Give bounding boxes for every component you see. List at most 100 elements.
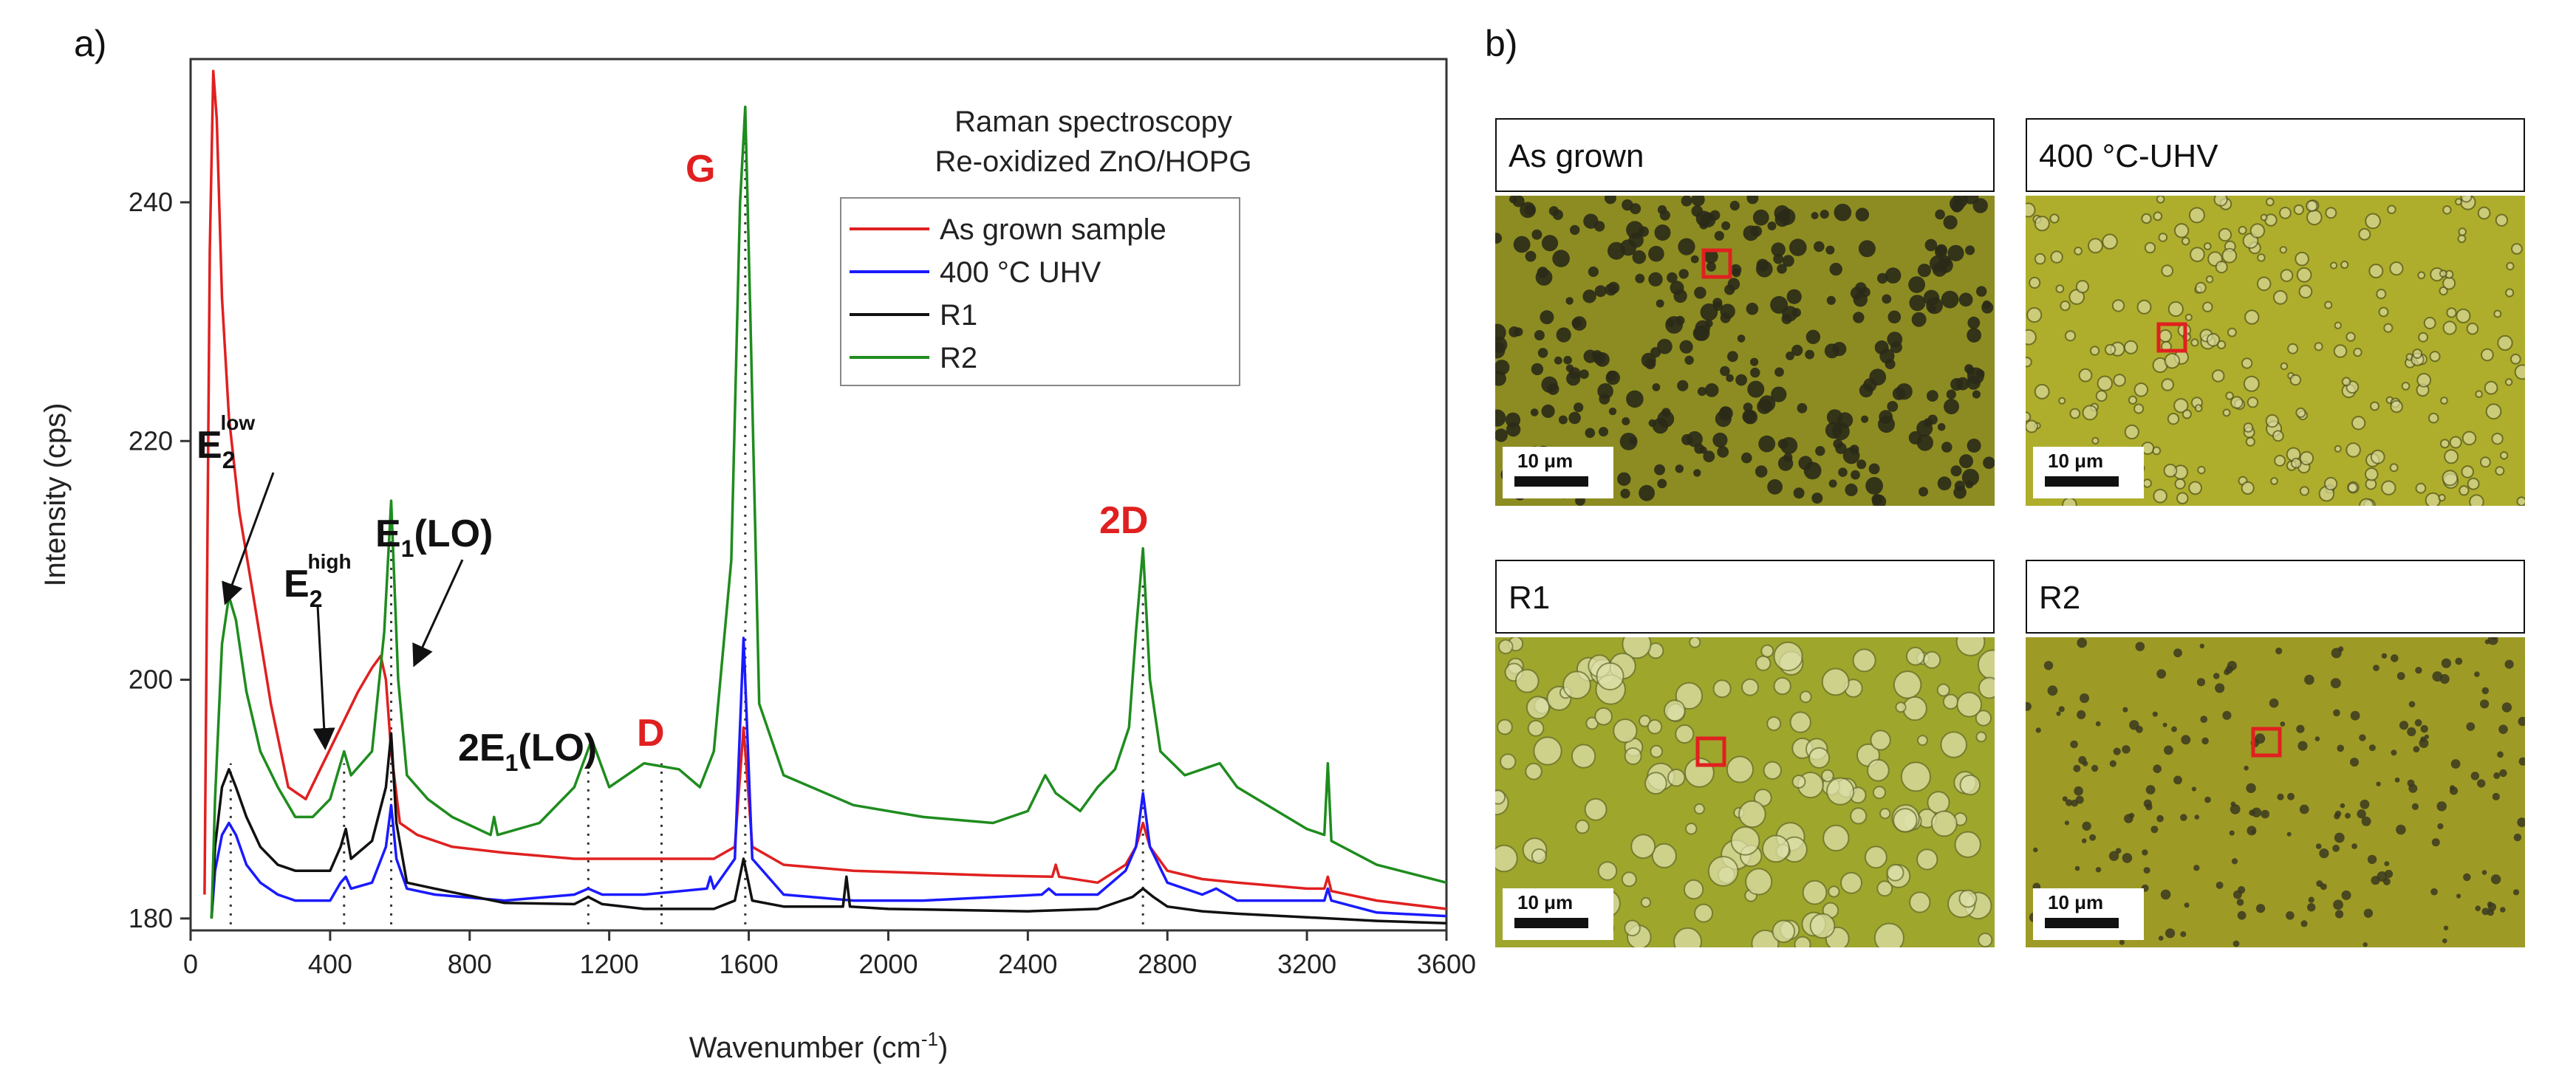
island [2180,814,2187,821]
island [2330,678,2341,689]
island [2167,301,2184,318]
y-axis-label: Intensity (cps) [39,403,72,587]
island [1534,330,1545,340]
island [2345,812,2351,819]
island [2026,329,2037,346]
annotation-2e1-lo-sub: 1 [505,749,519,776]
island [1570,224,1580,236]
island [2446,307,2457,318]
island [1786,351,1794,360]
scale-bar-label: 10 μm [1517,891,1574,913]
island [1916,735,1928,747]
island [2243,422,2254,433]
island [1629,436,1637,445]
island [2152,711,2158,717]
island [2340,260,2349,270]
island [1877,272,1888,284]
island [1497,718,1513,735]
island [2334,832,2345,843]
micrograph-r2: R2 10 μm [2026,560,2528,947]
island [1879,410,1893,424]
island [2442,938,2447,944]
island [2449,786,2459,795]
island [1537,348,1548,358]
island [1530,408,1539,416]
island [2194,404,2203,413]
island [1654,464,1665,476]
island [1525,250,1537,262]
island [1975,710,1992,727]
island [2334,813,2340,820]
island [1667,768,1686,787]
island [1983,456,1995,469]
island [2150,826,2159,834]
chart-subtitle: Re-oxidized ZnO/HOPG [935,145,1251,178]
island [1678,238,1695,255]
island [1876,880,1893,897]
island [2206,333,2221,347]
island [2449,436,2462,449]
island [2279,207,2292,219]
island [1694,287,1706,299]
island [2295,407,2306,418]
island [2461,430,2477,446]
island [1721,221,1731,230]
island [1717,446,1729,458]
island [2128,395,2138,405]
island [2334,445,2342,453]
island [2227,661,2237,670]
annotation-2e1-lo-main: 2E [458,727,505,769]
scale-bar-label: 10 μm [1517,450,1574,472]
island [2424,734,2429,739]
island [2246,783,2256,793]
island [1961,468,1979,487]
island [2299,486,2310,496]
island [1852,648,1876,673]
island [1620,488,1630,498]
annotation-2e1-lo-rest: (LO) [518,727,597,769]
scale-bar-line [2045,476,2119,487]
island [1531,848,1548,865]
x-axis-label-main: Wavenumber (cm [689,1032,921,1064]
island [2495,213,2509,227]
island [2516,496,2525,506]
island [2350,758,2359,767]
micrograph-title: As grown [1495,118,1995,192]
arrow-e2-high [312,605,335,750]
island [2215,881,2224,889]
island [1777,439,1788,449]
island [2505,288,2515,298]
x-tick-label: 2800 [1138,949,1197,979]
island [1562,670,1591,700]
island [2122,853,2133,863]
annotation-e2-high-sub: 2 [310,586,323,612]
island [2244,309,2260,325]
island [1771,242,1786,257]
x-tick-label: 400 [308,949,352,979]
island [1657,411,1675,428]
island [2492,792,2500,800]
island [1834,203,1852,222]
island [2159,329,2173,343]
island [1693,469,1701,477]
island [1554,356,1562,365]
island [2363,908,2374,918]
island [1887,310,1902,324]
island [2307,903,2316,912]
island [2108,851,2119,861]
x-axis-label: Wavenumber (cm-1) [689,1028,949,1064]
island [1772,919,1796,944]
island [2196,678,2206,687]
island [2481,870,2487,875]
annotation-e1-lo-main: E [375,512,401,555]
island [2161,378,2174,391]
island [1893,670,1922,699]
island [1681,196,1692,207]
island [1565,297,1574,305]
island [2391,749,2397,756]
peak-annotations: E2low E2high E1(LO) 2E1(LO) D G 2D [197,148,1148,776]
island [1867,758,1890,782]
island [1886,863,1904,882]
island [2497,335,2513,351]
island [1972,198,1988,213]
